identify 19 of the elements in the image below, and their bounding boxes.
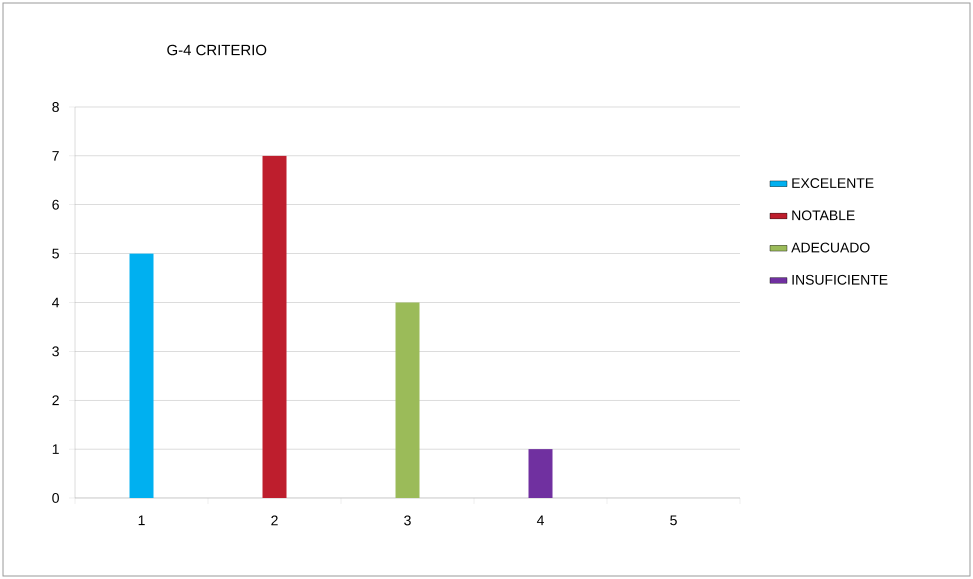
- x-tick-label: 5: [670, 516, 677, 526]
- x-tick-label: 2: [271, 515, 278, 526]
- y-tick-label: 5: [52, 248, 59, 258]
- legend-label: NOTABLE: [792, 210, 855, 220]
- x-tick-label: 4: [536, 516, 544, 526]
- x-tick-label: 1: [138, 516, 145, 526]
- y-tick-label: 2: [52, 395, 59, 406]
- y-tick-label: 7: [52, 151, 59, 161]
- legend-label: EXCELENTE: [792, 178, 874, 188]
- y-tick-label: 6: [52, 200, 59, 210]
- y-tick-label: 1: [52, 444, 59, 454]
- y-tick-label: 8: [52, 102, 59, 112]
- legend-label: ADECUADO: [791, 242, 870, 252]
- legend-label: INSUFICIENTE: [792, 274, 888, 285]
- chart-title: G-4 CRITERIO: [167, 44, 266, 56]
- y-tick-label: 4: [52, 298, 60, 308]
- y-tick-label: 0: [52, 493, 59, 503]
- y-tick-label: 3: [52, 346, 59, 356]
- x-tick-label: 3: [404, 515, 411, 526]
